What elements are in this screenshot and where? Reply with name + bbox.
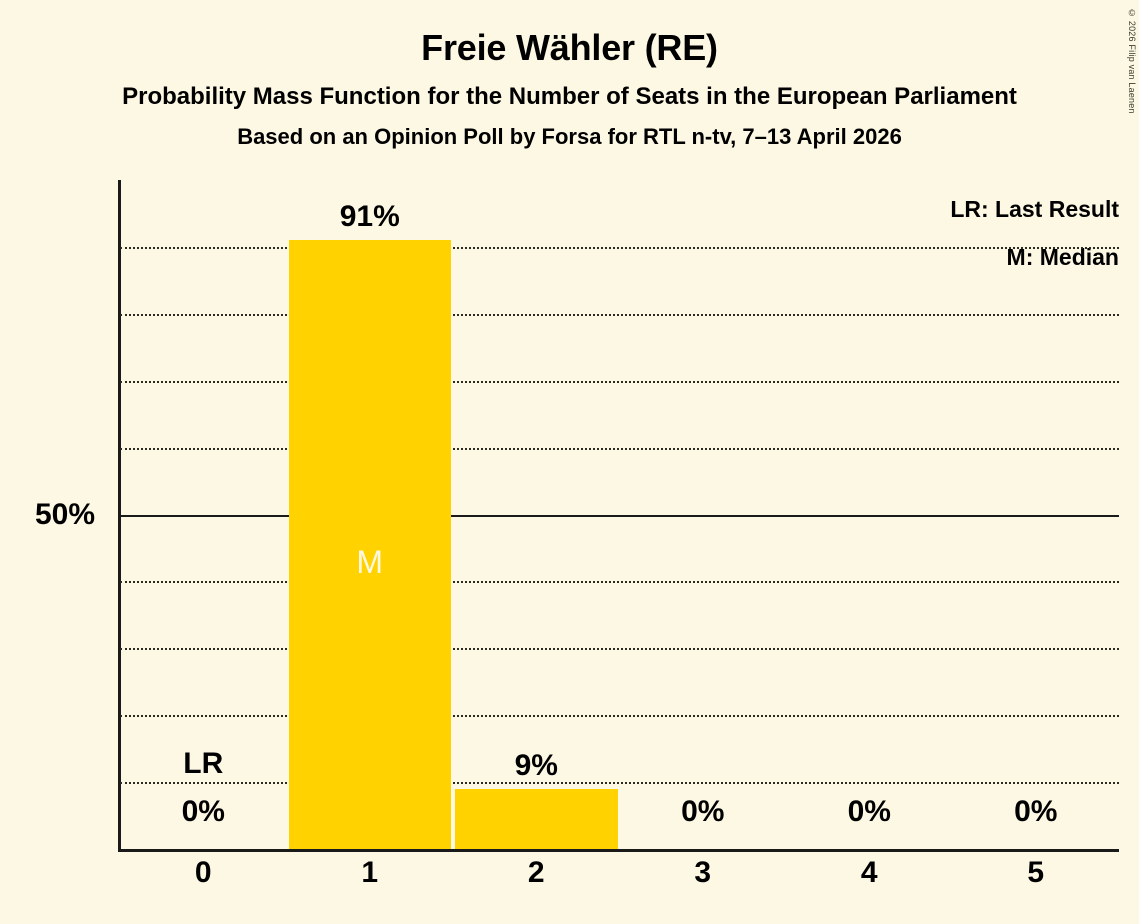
value-label-seats-1: 91%: [339, 200, 400, 234]
value-label-seats-2: 9%: [514, 748, 558, 782]
x-tick-label-1: 1: [361, 856, 379, 889]
chart-subtitle: Probability Mass Function for the Number…: [122, 83, 1017, 110]
last-result-marker-label: LR: [183, 747, 224, 781]
value-label-seats-3: 0%: [681, 795, 725, 828]
x-tick-label-5: 5: [1027, 856, 1045, 889]
copyright-notice: © 2026 Filip van Laenen: [1127, 8, 1137, 114]
gridline-80: [120, 313, 1119, 316]
chart-source-subtitle: Based on an Opinion Poll by Forsa for RT…: [237, 124, 902, 149]
x-tick-label-0: 0: [194, 856, 212, 889]
y-tick-label-50: 50%: [34, 497, 95, 531]
gridline-70: [120, 380, 1119, 383]
page-title: Freie Wähler (RE): [421, 27, 718, 68]
value-label-seats-0: 0%: [181, 795, 225, 828]
x-axis-line: [118, 849, 1119, 852]
x-tick-label-4: 4: [860, 856, 878, 889]
gridline-10: [120, 782, 1119, 785]
y-axis-line: [118, 180, 121, 851]
median-marker-label: M: [356, 543, 384, 580]
gridline-30: [120, 648, 1119, 651]
legend-item-last-result: LR: Last Result: [950, 196, 1119, 222]
plot-area: 50% M: [35, 180, 1119, 852]
x-tick-label-3: 3: [694, 856, 712, 889]
title-block: Freie Wähler (RE) Probability Mass Funct…: [0, 0, 1139, 153]
gridline-20: [120, 715, 1119, 718]
value-label-seats-4: 0%: [847, 795, 891, 828]
bar-seats-2[interactable]: [455, 788, 618, 849]
bar-seats-1[interactable]: M: [288, 240, 451, 849]
gridline-60: [120, 447, 1119, 450]
gridline-90: [120, 246, 1119, 249]
x-tick-label-2: 2: [527, 856, 545, 889]
gridline-40: [120, 581, 1119, 584]
gridline-50: [120, 514, 1119, 517]
value-label-seats-5: 0%: [1014, 795, 1058, 828]
